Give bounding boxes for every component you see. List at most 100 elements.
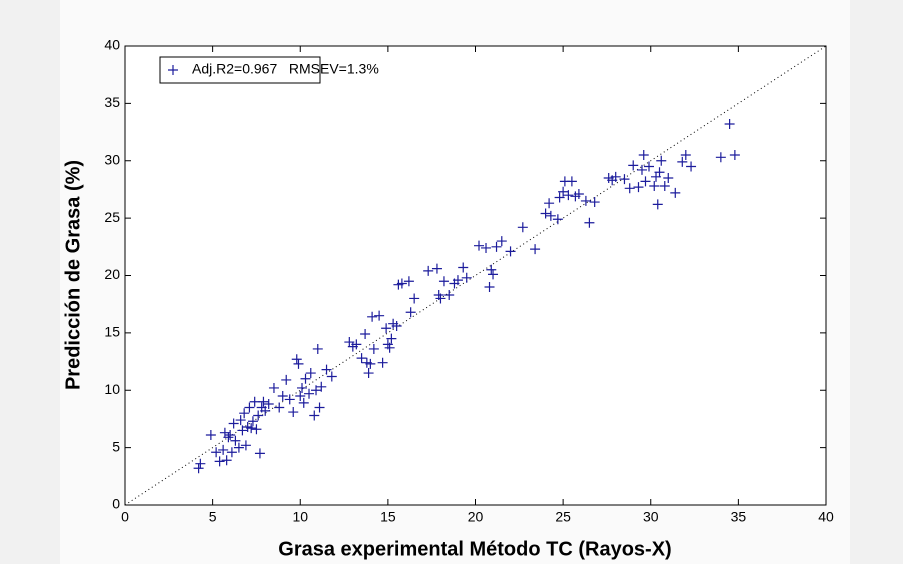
point	[391, 320, 402, 331]
point	[640, 176, 651, 187]
y-tick-label: 30	[104, 151, 120, 167]
point	[715, 152, 726, 163]
point	[228, 418, 239, 429]
point	[619, 174, 630, 185]
point	[295, 390, 306, 401]
point	[251, 424, 262, 435]
point	[544, 198, 555, 209]
point	[496, 236, 507, 247]
point	[246, 423, 257, 434]
point	[268, 382, 279, 393]
y-tick-label: 0	[112, 496, 120, 512]
point	[729, 150, 740, 161]
x-tick-label: 5	[209, 509, 217, 525]
legend-box	[159, 56, 321, 84]
point	[573, 189, 584, 200]
point	[360, 329, 371, 340]
point	[649, 180, 660, 191]
point	[423, 265, 434, 276]
point	[530, 244, 541, 255]
y-tick-label: 35	[104, 94, 120, 110]
point	[237, 425, 248, 436]
point	[643, 161, 654, 172]
point	[386, 333, 397, 344]
y-tick-label: 10	[104, 381, 120, 397]
point	[484, 281, 495, 292]
point	[374, 310, 385, 321]
point	[680, 150, 691, 161]
point	[652, 199, 663, 210]
x-tick-label: 10	[292, 509, 308, 525]
point	[253, 410, 264, 421]
point	[654, 167, 665, 178]
point	[193, 463, 204, 474]
point	[610, 171, 621, 182]
point	[505, 246, 516, 257]
point	[233, 442, 244, 453]
point	[638, 150, 649, 161]
point	[235, 415, 246, 426]
point	[481, 242, 492, 253]
point	[240, 440, 251, 451]
x-tick-label: 40	[818, 509, 834, 525]
point	[205, 430, 216, 441]
point	[195, 458, 206, 469]
point	[670, 187, 681, 198]
point	[365, 358, 376, 369]
point	[314, 402, 325, 413]
point	[474, 240, 485, 251]
point	[431, 263, 442, 274]
point	[636, 164, 647, 175]
point	[584, 217, 595, 228]
point	[239, 408, 250, 419]
point	[517, 222, 528, 233]
point	[247, 416, 258, 427]
point	[309, 410, 320, 421]
legend-marker	[168, 65, 178, 75]
point	[540, 208, 551, 219]
point	[486, 264, 497, 275]
point	[686, 161, 697, 172]
point	[316, 381, 327, 392]
point	[409, 293, 420, 304]
y-tick-label: 5	[112, 438, 120, 454]
point	[403, 276, 414, 287]
point	[326, 371, 337, 382]
point	[659, 180, 670, 191]
point	[218, 444, 229, 455]
point	[214, 456, 225, 467]
point	[211, 447, 222, 458]
legend-label: Adj.R2=0.967 RMSEV=1.3%	[192, 61, 379, 77]
point	[563, 190, 574, 201]
point	[624, 183, 635, 194]
point	[381, 323, 392, 334]
y-tick-label: 25	[104, 209, 120, 225]
point	[297, 382, 308, 393]
point	[351, 339, 362, 350]
point	[298, 397, 309, 408]
point	[724, 119, 735, 130]
point	[263, 399, 274, 410]
point	[230, 435, 241, 446]
point	[444, 290, 455, 301]
point	[491, 241, 502, 252]
point	[244, 402, 255, 413]
point	[258, 396, 269, 407]
x-tick-label: 30	[643, 509, 659, 525]
point	[552, 214, 563, 225]
point	[300, 373, 311, 384]
point	[288, 407, 299, 418]
x-axis-title: Grasa experimental Método TC (Rayos-X)	[278, 538, 671, 560]
point	[656, 155, 667, 166]
point	[633, 182, 644, 193]
point	[305, 368, 316, 379]
point	[277, 390, 288, 401]
point	[221, 455, 232, 466]
point	[304, 388, 315, 399]
point	[580, 195, 591, 206]
point	[677, 156, 688, 167]
point	[384, 342, 395, 353]
point	[367, 311, 378, 322]
point	[356, 353, 367, 364]
